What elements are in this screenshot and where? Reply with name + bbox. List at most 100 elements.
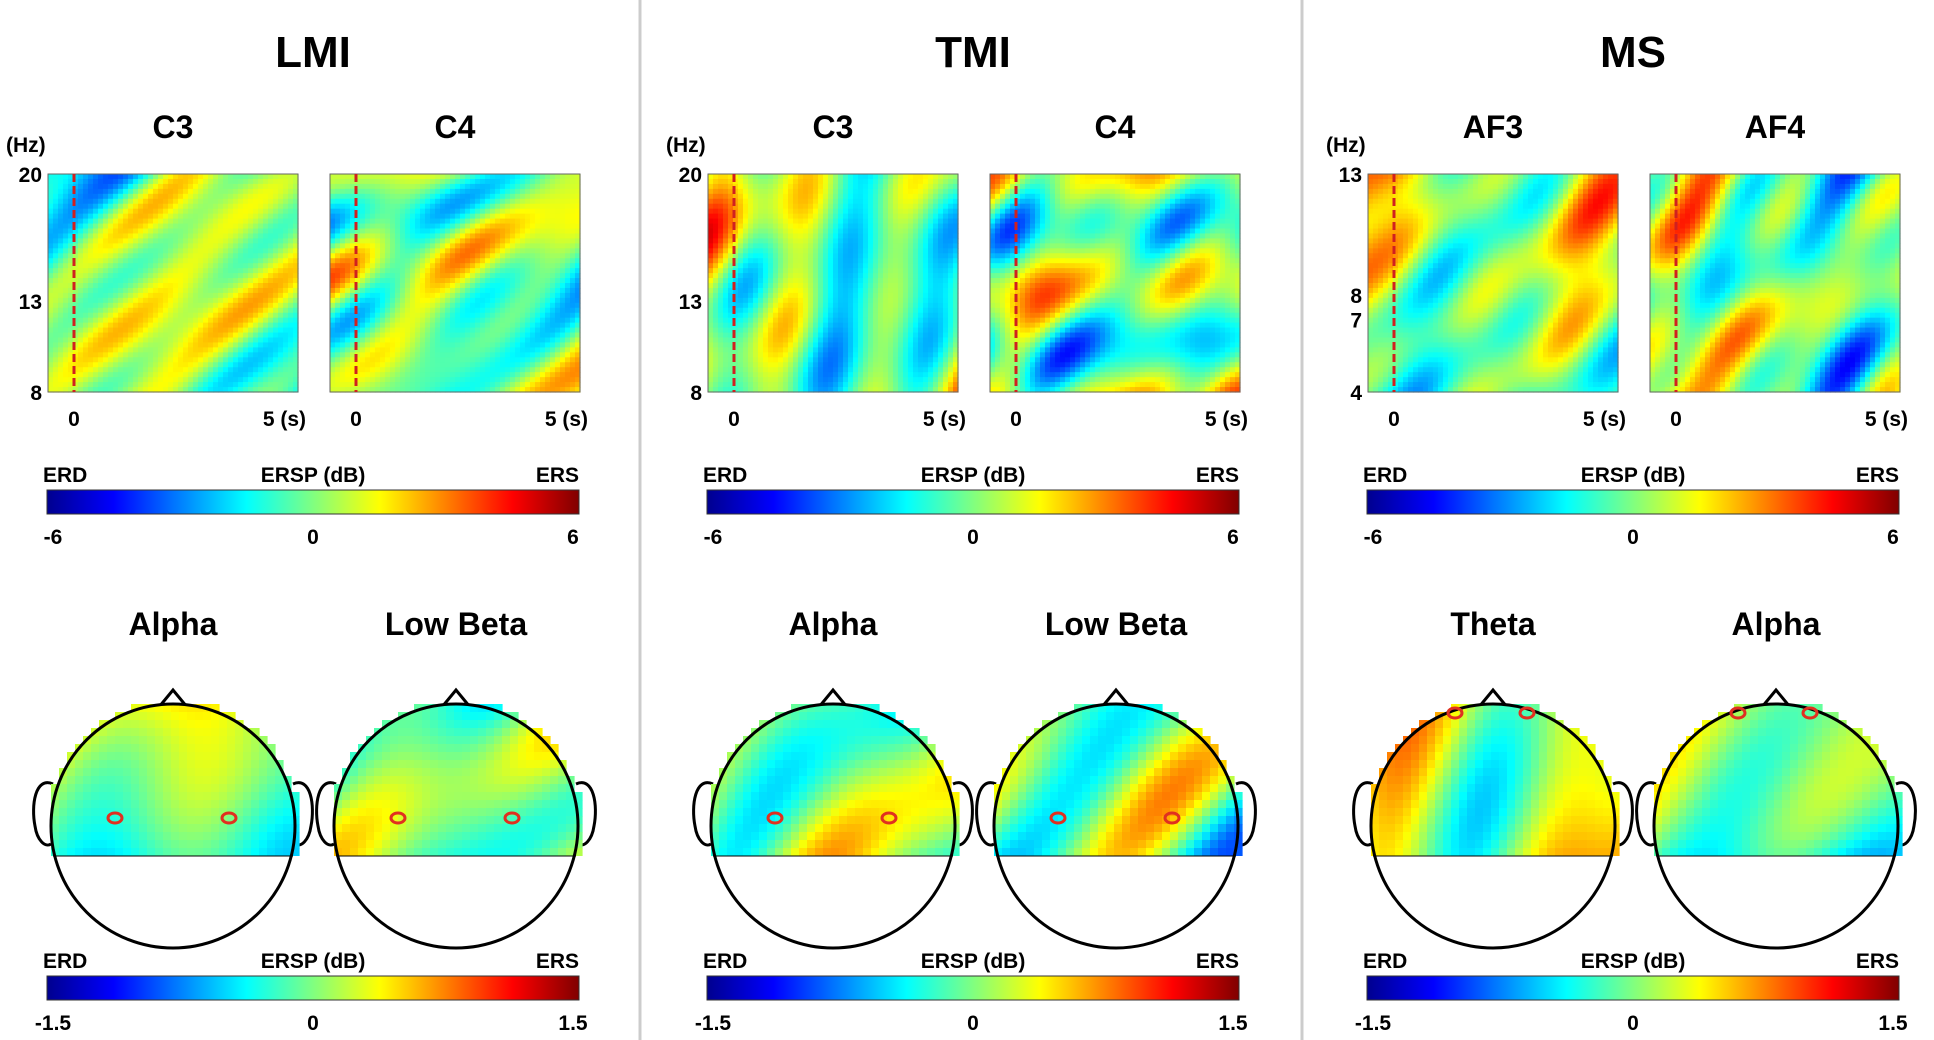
spectrogram-cell: [283, 183, 289, 190]
spectrogram-cell: [188, 278, 194, 284]
spectrogram-cell: [535, 183, 541, 190]
spectrogram-cell: [515, 258, 521, 264]
spectrogram-cell: [243, 377, 249, 383]
spectrogram-cell: [123, 178, 129, 185]
spectrogram-cell: [520, 297, 526, 304]
spectrogram-cell: [103, 258, 109, 264]
spectrogram-cell: [178, 312, 184, 319]
spectrogram-cell: [335, 183, 341, 190]
spectrogram-cell: [400, 273, 406, 279]
spectrogram-cell: [148, 203, 154, 210]
spectrogram-cell: [460, 198, 466, 205]
spectrogram-cell: [183, 352, 189, 358]
spectrogram-cell: [550, 352, 556, 358]
spectrogram-cell: [450, 377, 456, 383]
spectrogram-cell: [163, 367, 169, 373]
spectrogram-cell: [163, 337, 169, 344]
spectrogram-cell: [183, 372, 189, 378]
spectrogram-cell: [198, 342, 204, 348]
topo-cell: [219, 728, 228, 737]
topo-cell: [358, 752, 367, 761]
spectrogram-cell: [183, 193, 189, 200]
spectrogram-cell: [425, 387, 431, 393]
spectrogram-cell: [108, 268, 114, 274]
spectrogram-cell: [193, 367, 199, 373]
topo-cell: [259, 752, 268, 761]
spectrogram-cell: [535, 203, 541, 210]
spectrogram-cell: [575, 372, 581, 378]
spectrogram-cell: [68, 238, 74, 244]
spectrogram-cell: [178, 283, 184, 289]
spectrogram-cell: [395, 218, 401, 225]
spectrogram-cell: [263, 188, 269, 195]
spectrogram-cell: [485, 268, 491, 274]
spectrogram-cell: [138, 322, 144, 329]
topo-cell: [251, 808, 260, 817]
spectrogram-cell: [435, 387, 441, 393]
spectrogram-cell: [525, 268, 531, 274]
spectrogram-cell: [360, 387, 366, 393]
spectrogram-cell: [550, 357, 556, 363]
spectrogram-cell: [203, 258, 209, 264]
spectrogram-cell: [330, 362, 336, 368]
spectrogram-cell: [48, 352, 54, 358]
spectrogram-cell: [168, 372, 174, 378]
spectrogram-cell: [380, 312, 386, 319]
spectrogram-cell: [415, 352, 421, 358]
spectrogram-cell: [128, 208, 134, 215]
spectrogram-cell: [355, 178, 361, 185]
spectrogram-cell: [68, 273, 74, 279]
spectrogram-cell: [465, 283, 471, 289]
spectrogram-cell: [248, 337, 254, 344]
spectrogram-cell: [505, 218, 511, 225]
spectrogram-cell: [233, 337, 239, 344]
spectrogram-cell: [123, 278, 129, 284]
spectrogram-cell: [515, 248, 521, 254]
spectrogram-cell: [238, 223, 244, 230]
topo-cell: [139, 744, 148, 753]
spectrogram-cell: [123, 283, 129, 289]
spectrogram-cell: [525, 223, 531, 230]
spectrogram-cell: [430, 377, 436, 383]
spectrogram-cell: [83, 243, 89, 249]
spectrogram-cell: [365, 213, 371, 220]
spectrogram-cell: [390, 367, 396, 373]
topo-cell: [107, 832, 116, 841]
spectrogram-cell: [288, 302, 294, 309]
spectrogram-cell: [440, 292, 446, 299]
spectrogram-cell: [203, 183, 209, 190]
spectrogram-cell: [330, 278, 336, 284]
spectrogram-cell: [103, 174, 109, 180]
spectrogram-cell: [335, 233, 341, 239]
topo-cell: [123, 840, 132, 849]
topo-cell: [187, 848, 196, 856]
spectrogram-cell: [440, 322, 446, 329]
spectrogram-cell: [555, 287, 561, 294]
spectrogram-cell: [78, 327, 84, 334]
topo-cell: [243, 728, 252, 737]
spectrogram-cell: [535, 223, 541, 230]
spectrogram-cell: [420, 312, 426, 319]
spectrogram-cell: [158, 377, 164, 383]
topo-cell: [275, 832, 284, 841]
spectrogram-cell: [208, 367, 214, 373]
spectrogram-cell: [63, 387, 69, 393]
spectrogram-cell: [258, 342, 264, 348]
spectrogram-cell: [485, 292, 491, 299]
spectrogram-cell: [390, 382, 396, 388]
spectrogram-cell: [405, 332, 411, 339]
spectrogram-cell: [48, 312, 54, 319]
spectrogram-cell: [395, 193, 401, 200]
spectrogram-cell: [440, 332, 446, 339]
spectrogram-cell: [248, 352, 254, 358]
topo-cell: [259, 744, 268, 753]
topo-cell: [123, 816, 132, 825]
spectrogram-cell: [435, 287, 441, 294]
spectrogram-cell: [293, 263, 299, 269]
spectrogram-cell: [425, 312, 431, 319]
spectrogram-cell: [73, 268, 79, 274]
spectrogram-cell: [430, 367, 436, 373]
spectrogram-cell: [128, 174, 134, 180]
spectrogram-cell: [128, 268, 134, 274]
spectrogram-cell: [283, 263, 289, 269]
